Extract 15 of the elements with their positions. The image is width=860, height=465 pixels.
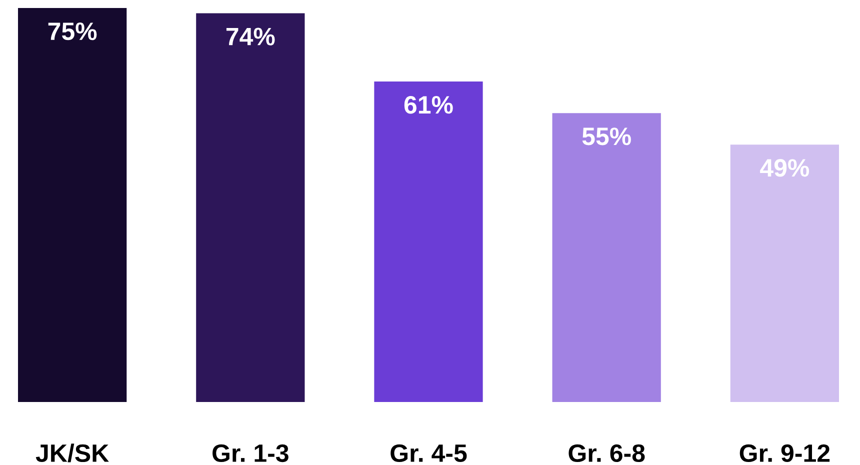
x-tick-label: Gr. 1-3 bbox=[212, 444, 288, 462]
bar bbox=[552, 113, 661, 402]
bar bbox=[196, 13, 305, 402]
x-tick-label: JK/SK bbox=[36, 444, 109, 462]
data-label: 61% bbox=[404, 96, 453, 114]
bar bbox=[18, 8, 127, 402]
data-label: 49% bbox=[760, 159, 810, 177]
data-label: 74% bbox=[226, 28, 275, 46]
x-tick-label: Gr. 4-5 bbox=[390, 444, 467, 462]
x-tick-label: Gr. 6-8 bbox=[568, 444, 645, 462]
bar bbox=[730, 144, 839, 402]
data-label: 55% bbox=[582, 128, 631, 146]
x-tick-label: Gr. 9-12 bbox=[740, 444, 830, 462]
bar bbox=[374, 82, 483, 402]
data-label: 75% bbox=[48, 22, 97, 40]
